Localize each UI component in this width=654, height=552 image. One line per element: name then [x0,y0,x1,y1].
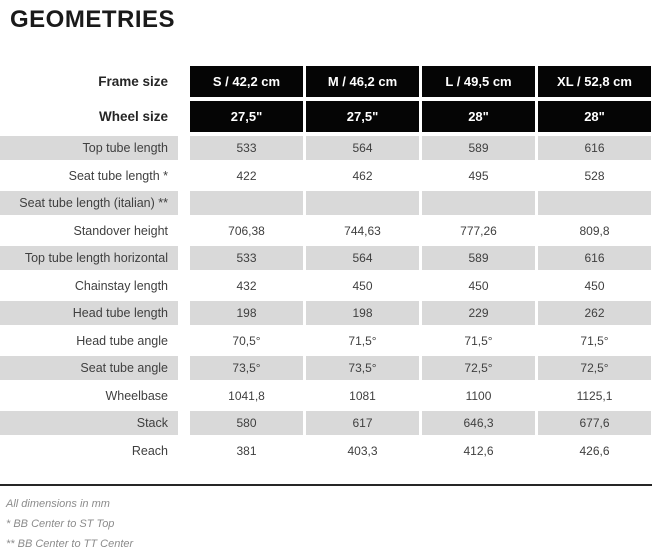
value-cell: 403,3 [347,443,378,458]
row-label: Seat tube length * [68,168,168,183]
row-label: Reach [131,443,168,458]
row-label: Wheelbase [105,388,168,403]
value-cell: 777,26 [460,223,497,238]
table-row: Standover height 706,38 744,63 777,26 809,8 [0,219,652,243]
value-cell: 73,5° [190,356,303,380]
footnotes: All dimensions in mm * BB Center to ST T… [6,494,406,552]
header-row: Frame size S / 42,2 cm M / 46,2 cm L / 49,5… [0,66,652,97]
value-cell: 71,5° [580,333,609,348]
geometry-table: Frame size S / 42,2 cm M / 46,2 cm L / 49,5… [0,66,652,466]
value-cell: 706,38 [228,223,265,238]
header-row: Wheel size 27,5" 27,5" 28" 28" [0,101,652,132]
value-cell: 70,5° [232,333,261,348]
header-row-label: Wheel size [98,109,168,124]
row-label: Top tube length horizontal [0,246,178,270]
header-value-cell: S / 42,2 cm [190,66,303,97]
value-cell [422,191,535,215]
table-row: Seat tube length * 422 462 495 528 [0,164,652,188]
row-label: Head tube angle [76,333,168,348]
value-cell: 422 [236,168,257,183]
value-cell: 580 [190,411,303,435]
value-cell: 71,5° [348,333,377,348]
row-label: Top tube length [0,136,178,160]
value-cell [190,191,303,215]
table-row: Head tube angle 70,5° 71,5° 71,5° 71,5° [0,329,652,353]
value-cell: 589 [422,136,535,160]
footnote-seat-tube-italian: ** BB Center to TT Center [6,538,134,550]
value-cell: 450 [468,278,489,293]
value-cell: 616 [538,136,651,160]
row-label: Seat tube angle [0,356,178,380]
header-row-label: Frame size [98,74,168,89]
value-cell: 198 [306,301,419,325]
value-cell: 589 [422,246,535,270]
value-cell: 381 [236,443,257,458]
value-cell: 72,5° [538,356,651,380]
value-cell: 744,63 [344,223,381,238]
value-cell [538,191,651,215]
value-cell: 462 [352,168,373,183]
value-cell: 646,3 [422,411,535,435]
header-value-cell: 27,5" [190,101,303,132]
value-cell: 1125,1 [576,388,613,403]
header-value-cell: M / 46,2 cm [306,66,419,97]
value-cell: 564 [306,246,419,270]
table-row: Top tube length horizontal 533 564 589 616 [0,246,652,270]
value-cell: 528 [584,168,605,183]
value-cell [306,191,419,215]
footnote-dimensions: All dimensions in mm [6,498,110,510]
table-body: Top tube length 533 564 589 616 Seat tube len… [0,136,652,463]
value-cell: 617 [306,411,419,435]
table-row: Head tube length 198 198 229 262 [0,301,652,325]
page-title: GEOMETRIES [10,6,176,33]
table-header: Frame size S / 42,2 cm M / 46,2 cm L / 49,5… [0,66,652,132]
table-row: Chainstay length 432 450 450 450 [0,274,652,298]
value-cell: 262 [538,301,651,325]
value-cell: 1041,8 [228,388,265,403]
value-cell: 495 [468,168,489,183]
table-row: Stack 580 617 646,3 677,6 [0,411,652,435]
value-cell: 72,5° [422,356,535,380]
value-cell: 1100 [465,388,492,403]
header-value-cell: 27,5" [306,101,419,132]
row-label: Standover height [73,223,168,238]
value-cell: 533 [190,136,303,160]
value-cell: 198 [190,301,303,325]
row-label: Seat tube length (italian) ** [0,191,178,215]
value-cell: 564 [306,136,419,160]
row-label: Head tube length [0,301,178,325]
row-label: Chainstay length [74,278,168,293]
value-cell: 677,6 [538,411,651,435]
value-cell: 71,5° [464,333,493,348]
value-cell: 229 [422,301,535,325]
value-cell: 432 [236,278,257,293]
table-row: Reach 381 403,3 412,6 426,6 [0,439,652,463]
value-cell: 533 [190,246,303,270]
value-cell: 616 [538,246,651,270]
header-value-cell: 28" [422,101,535,132]
table-row: Seat tube length (italian) ** [0,191,652,215]
footer-divider [0,484,652,486]
value-cell: 426,6 [579,443,610,458]
value-cell: 412,6 [463,443,494,458]
header-value-cell: 28" [538,101,651,132]
value-cell: 809,8 [579,223,610,238]
footnote-seat-tube: * BB Center to ST Top [6,518,115,530]
value-cell: 450 [584,278,605,293]
value-cell: 1081 [349,388,376,403]
table-row: Seat tube angle 73,5° 73,5° 72,5° 72,5° [0,356,652,380]
value-cell: 450 [352,278,373,293]
table-row: Top tube length 533 564 589 616 [0,136,652,160]
row-label: Stack [0,411,178,435]
header-value-cell: XL / 52,8 cm [538,66,651,97]
header-value-cell: L / 49,5 cm [422,66,535,97]
value-cell: 73,5° [306,356,419,380]
table-row: Wheelbase 1041,8 1081 1100 1125,1 [0,384,652,408]
